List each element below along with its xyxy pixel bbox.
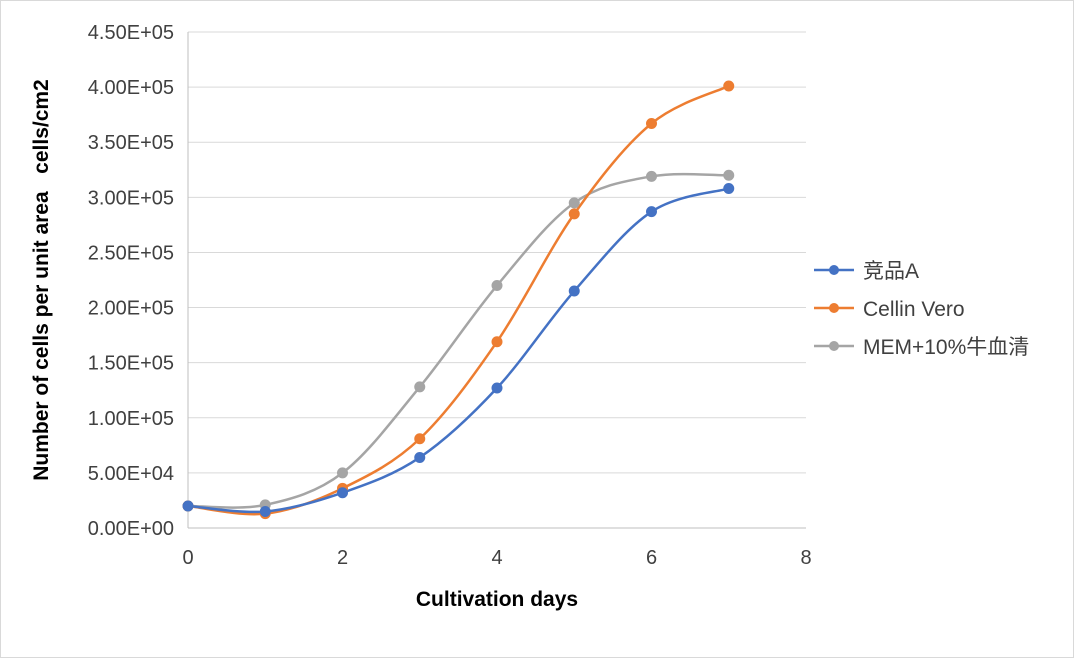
data-point [491,280,503,292]
series-points [182,80,735,520]
series-line [186,187,730,514]
y-tick-label: 3.50E+05 [88,132,174,154]
data-point [723,80,735,92]
y-tick-label: 3.00E+05 [88,187,174,209]
data-point [182,500,194,512]
axes [187,32,806,529]
data-point [646,206,657,218]
legend-marker [829,303,839,313]
y-tick-label: 0.00E+00 [88,518,174,540]
data-point [646,117,657,129]
x-axis-title: Cultivation days [416,588,578,611]
series-line [186,84,730,516]
legend-marker [829,341,839,351]
data-point [337,487,348,499]
y-tick-label: 5.00E+04 [88,463,174,485]
y-tick-label: 2.00E+05 [88,298,174,320]
data-point [723,183,735,195]
x-tick-label: 2 [337,547,348,569]
data-point [646,170,657,182]
data-point [491,382,503,394]
x-tick-label: 0 [182,547,193,569]
y-tick-label: 2.50E+05 [88,242,174,264]
y-tick-label: 4.00E+05 [88,77,174,99]
series-line [186,172,730,509]
data-point [491,336,503,348]
y-tick-labels: 0.00E+00 5.00E+04 1.00E+05 1.50E+05 2.00E+05… [88,22,174,540]
data-point [337,467,348,479]
data-point [414,433,426,445]
data-point [568,285,580,297]
x-tick-label: 4 [491,547,502,569]
legend: 竞品A Cellin Vero MEM+10%牛血清 [814,260,1029,359]
y-axis-title: Number of cells per unit area cells/cm2 [30,79,53,481]
x-tick-labels: 0 2 4 6 8 [182,547,811,569]
data-point [414,451,426,463]
data-point [568,208,580,220]
data-point [568,197,580,209]
legend-label: Cellin Vero [863,298,965,321]
data-point [723,169,735,181]
gridlines [188,31,806,474]
y-tick-label: 1.00E+05 [88,408,174,430]
legend-label: 竞品A [863,260,919,283]
x-tick-label: 8 [800,547,811,569]
data-point [259,505,271,517]
legend-label: MEM+10%牛血清 [863,336,1029,359]
series-lines [186,84,730,516]
y-tick-label: 4.50E+05 [88,22,174,44]
data-point [414,381,426,393]
y-tick-label: 1.50E+05 [88,353,174,375]
x-tick-label: 6 [646,547,657,569]
legend-marker [829,265,839,275]
